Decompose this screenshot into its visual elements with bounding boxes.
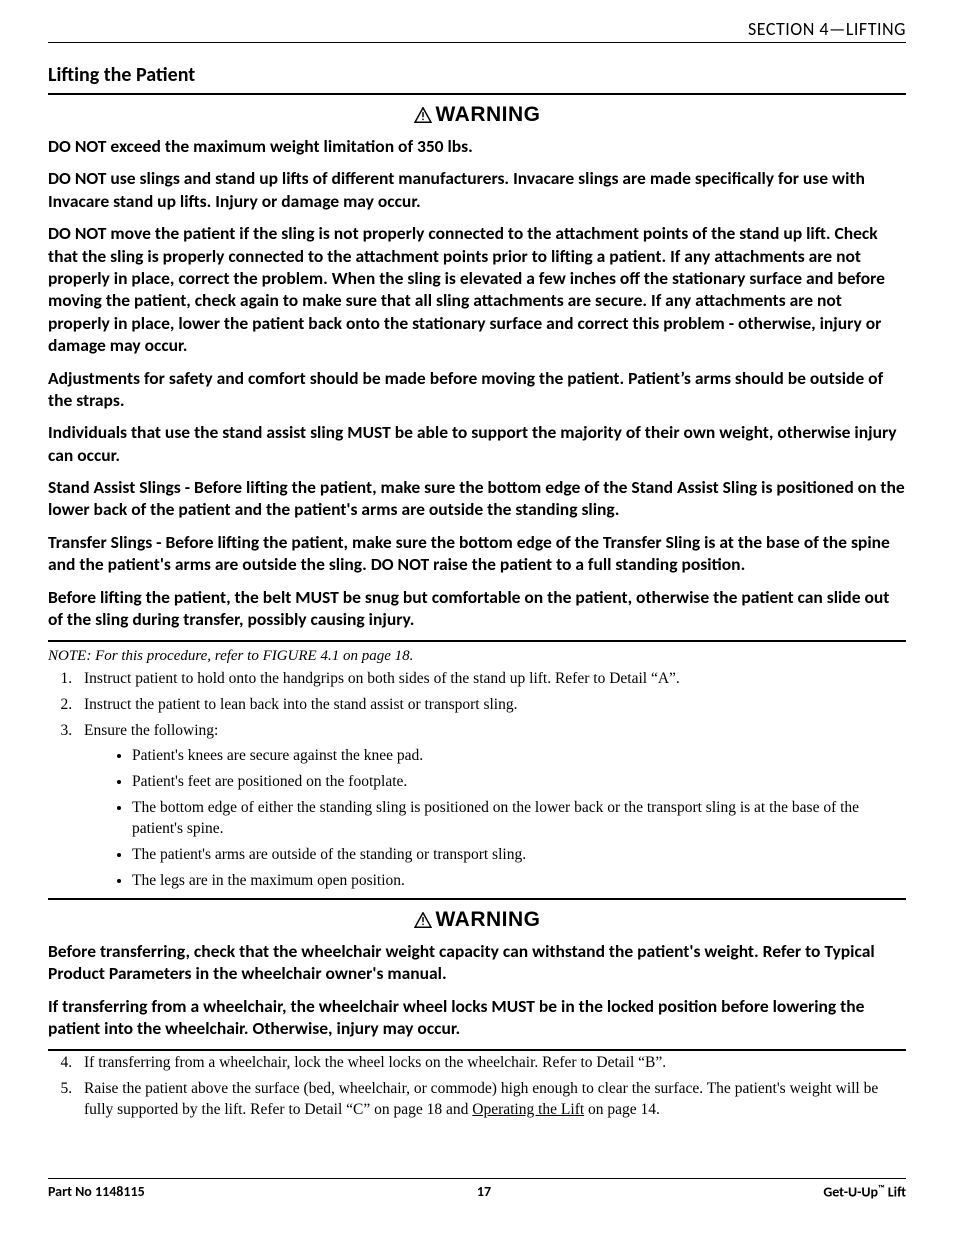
step-text: on page 14. [584,1101,660,1118]
warning-heading: WARNING [48,908,906,932]
footer-product-post: Lift [885,1184,906,1201]
warning-label: WARNING [436,908,541,931]
procedure-list: Instruct patient to hold onto the handgr… [48,669,906,891]
warning-icon [414,107,432,123]
warning-paragraph: DO NOT move the patient if the sling is … [48,222,906,356]
section-header: SECTION 4—LIFTING [48,18,906,40]
note-text: NOTE: For this procedure, refer to FIGUR… [48,648,906,665]
warning-paragraph: Stand Assist Slings - Before lifting the… [48,476,906,521]
warning-paragraph: Individuals that use the stand assist sl… [48,421,906,466]
step-item: Ensure the following: Patient's knees ar… [76,721,906,891]
bullet-list: Patient's knees are secure against the k… [84,746,906,892]
step-item: Raise the patient above the surface (bed… [76,1079,906,1121]
warning-body: Before transferring, check that the whee… [48,940,906,1040]
warning-body: DO NOT exceed the maximum weight limitat… [48,135,906,630]
warning-paragraph: DO NOT exceed the maximum weight limitat… [48,135,906,157]
warning-paragraph: If transferring from a wheelchair, the w… [48,995,906,1040]
bullet-item: Patient's feet are positioned on the foo… [132,772,906,793]
bullet-item: The bottom edge of either the standing s… [132,798,906,840]
footer-product-pre: Get-U-Up [823,1184,878,1201]
subsection-title: Lifting the Patient [48,63,906,87]
page-footer: Part No 1148115 17 Get-U-Up™ Lift [48,1178,906,1201]
footer-product-name: Get-U-Up™ Lift [823,1183,906,1201]
warning-paragraph: Before lifting the patient, the belt MUS… [48,586,906,631]
warning-paragraph: Adjustments for safety and comfort shoul… [48,367,906,412]
bullet-item: Patient's knees are secure against the k… [132,746,906,767]
warning-paragraph: Before transferring, check that the whee… [48,940,906,985]
step-text: Ensure the following: [84,722,218,739]
footer-page-number: 17 [477,1183,491,1201]
warning-heading: WARNING [48,103,906,127]
warning-paragraph: Transfer Slings - Before lifting the pat… [48,531,906,576]
footer-part-number: Part No 1148115 [48,1183,145,1201]
cross-reference-link[interactable]: Operating the Lift [472,1101,584,1118]
warning-label: WARNING [436,103,541,126]
bullet-item: The legs are in the maximum open positio… [132,871,906,892]
step-item: If transferring from a wheelchair, lock … [76,1053,906,1074]
procedure-list-continued: If transferring from a wheelchair, lock … [48,1053,906,1121]
warning-paragraph: DO NOT use slings and stand up lifts of … [48,167,906,212]
step-item: Instruct patient to hold onto the handgr… [76,669,906,690]
step-item: Instruct the patient to lean back into t… [76,695,906,716]
bullet-item: The patient's arms are outside of the st… [132,845,906,866]
warning-icon [414,912,432,928]
